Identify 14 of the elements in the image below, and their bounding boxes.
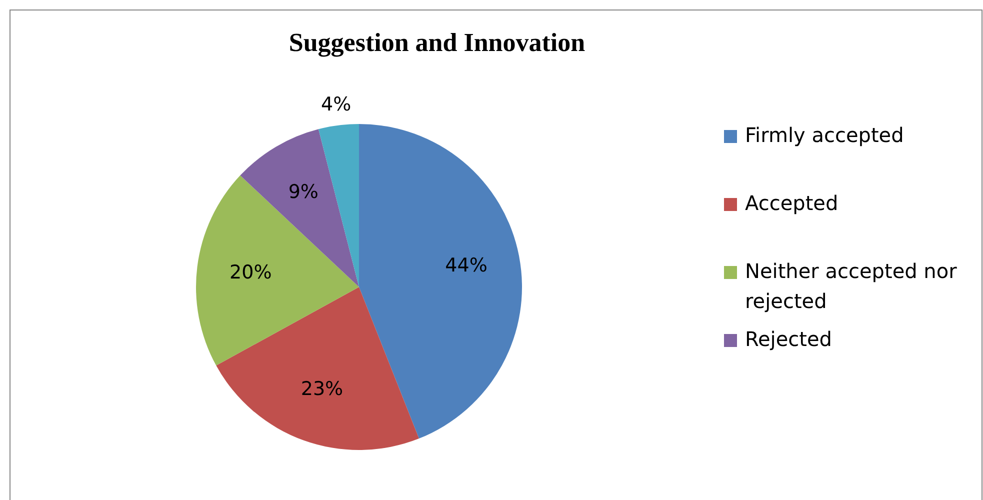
pie-slice: [318, 124, 359, 287]
legend-label: Firmly accepted: [745, 123, 904, 148]
chart-title: Suggestion and Innovation: [288, 28, 586, 57]
data-label: 23%: [300, 378, 344, 400]
legend-label: Neither accepted nor rejected: [745, 259, 958, 314]
pie-slice: [216, 287, 420, 450]
legend-label: Accepted: [745, 191, 838, 216]
data-label: 20%: [230, 262, 272, 284]
data-label: 9%: [288, 181, 318, 204]
data-label: 44%: [445, 254, 488, 277]
pie-slice: [196, 175, 359, 366]
pie-slice: [359, 124, 522, 439]
data-label: 4%: [320, 94, 352, 116]
legend-label: Rejected: [745, 327, 832, 352]
